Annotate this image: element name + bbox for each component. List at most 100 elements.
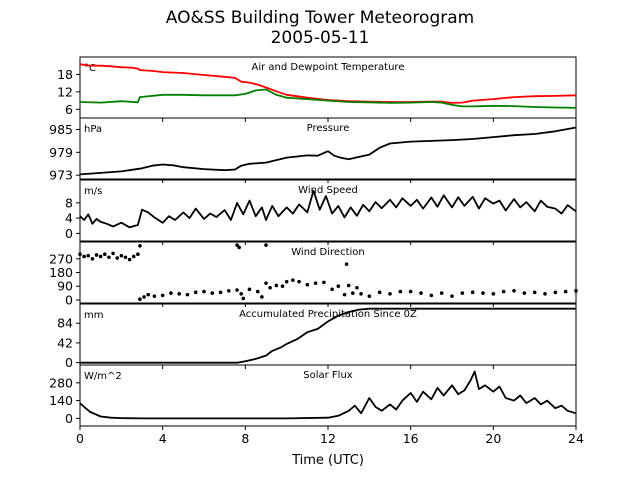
wind-direction-point bbox=[398, 289, 403, 294]
panel-title: Wind Direction bbox=[291, 247, 365, 258]
wind-direction-point bbox=[146, 292, 150, 297]
wind-direction-point bbox=[152, 294, 157, 298]
wind-direction-point bbox=[193, 290, 198, 295]
wind-direction-point bbox=[284, 279, 289, 284]
wind-direction-point bbox=[450, 294, 454, 298]
wind-direction-point bbox=[123, 255, 128, 260]
panel-unit: m/s bbox=[84, 186, 102, 197]
wind-direction-point bbox=[268, 285, 272, 290]
series-line-2-0 bbox=[79, 189, 577, 229]
wind-direction-point bbox=[202, 289, 206, 294]
wind-direction-point bbox=[235, 288, 239, 292]
wind-direction-point bbox=[408, 289, 413, 294]
series-line-5-0 bbox=[79, 370, 577, 420]
x-tick-label: 8 bbox=[241, 431, 249, 446]
wind-direction-point bbox=[346, 283, 351, 288]
wind-direction-point bbox=[136, 252, 140, 256]
y-tick-label: 0 bbox=[65, 411, 73, 426]
x-tick-label: 20 bbox=[485, 431, 501, 446]
wind-direction-point bbox=[235, 243, 239, 247]
wind-direction-point bbox=[367, 294, 372, 298]
wind-direction-point bbox=[355, 285, 359, 290]
y-tick-label: 0 bbox=[65, 292, 73, 307]
wind-direction-point bbox=[532, 290, 537, 295]
wind-direction-point bbox=[127, 257, 132, 262]
wind-direction-point bbox=[239, 292, 243, 296]
wind-direction-point bbox=[501, 289, 506, 294]
wind-direction-point bbox=[227, 289, 231, 293]
wind-direction-point bbox=[142, 295, 146, 299]
wind-direction-point bbox=[138, 297, 142, 301]
x-tick-label: 16 bbox=[403, 431, 419, 446]
wind-direction-point bbox=[82, 254, 86, 259]
wind-direction-point bbox=[98, 254, 103, 259]
y-tick-label: 0 bbox=[65, 355, 73, 370]
panel-title: Air and Dewpoint Temperature bbox=[252, 62, 405, 73]
wind-direction-point bbox=[86, 253, 91, 258]
wind-direction-point bbox=[280, 284, 285, 289]
panel-unit: °C bbox=[84, 63, 96, 74]
series-line-4-0 bbox=[80, 307, 576, 364]
wind-direction-point bbox=[305, 282, 310, 287]
wind-direction-point bbox=[119, 253, 124, 258]
y-tick-label: 140 bbox=[49, 393, 73, 408]
wind-direction-point bbox=[563, 289, 568, 294]
x-tick-label: 4 bbox=[159, 431, 167, 446]
wind-direction-point bbox=[344, 262, 349, 266]
wind-direction-point bbox=[553, 290, 558, 295]
x-tick-label: 12 bbox=[320, 431, 336, 446]
wind-direction-point bbox=[218, 290, 223, 295]
wind-direction-point bbox=[377, 290, 382, 295]
wind-direction-point bbox=[260, 295, 264, 299]
series-line-1-0 bbox=[79, 126, 577, 176]
wind-direction-point bbox=[274, 283, 279, 288]
panel-title: Solar Flux bbox=[303, 370, 353, 381]
wind-direction-point bbox=[115, 256, 119, 260]
wind-direction-point bbox=[103, 252, 107, 256]
panel-title: Wind Speed bbox=[298, 185, 358, 196]
y-tick-label: 8 bbox=[65, 195, 73, 210]
figure-subtitle-date: 2005-05-11 bbox=[270, 28, 370, 48]
x-tick-label: 0 bbox=[76, 431, 84, 446]
wind-direction-point bbox=[78, 252, 82, 256]
wind-direction-point bbox=[322, 280, 326, 285]
wind-direction-point bbox=[255, 289, 260, 294]
wind-direction-point bbox=[241, 296, 246, 301]
y-tick-label: 0 bbox=[65, 226, 73, 241]
y-tick-label: 4 bbox=[65, 211, 73, 226]
wind-direction-point bbox=[90, 256, 95, 261]
wind-direction-point bbox=[185, 292, 190, 297]
y-tick-label: 18 bbox=[57, 67, 73, 82]
wind-direction-point bbox=[138, 244, 142, 248]
y-tick-label: 6 bbox=[65, 102, 73, 117]
series-line-0-1 bbox=[79, 88, 577, 109]
wind-direction-point bbox=[291, 278, 295, 282]
wind-direction-point bbox=[264, 281, 268, 285]
x-tick-label: 24 bbox=[568, 431, 584, 446]
wind-direction-point bbox=[543, 292, 547, 296]
wind-direction-point bbox=[330, 287, 334, 292]
wind-direction-point bbox=[94, 253, 99, 257]
wind-direction-point bbox=[169, 291, 173, 295]
wind-direction-point bbox=[522, 291, 527, 295]
wind-direction-point bbox=[512, 289, 516, 293]
wind-direction-point bbox=[177, 292, 181, 296]
wind-direction-point bbox=[574, 289, 578, 293]
y-tick-label: 985 bbox=[49, 122, 73, 137]
panel-unit: W/m^2 bbox=[84, 371, 122, 382]
wind-direction-point bbox=[160, 293, 165, 298]
series-line-0-0 bbox=[79, 63, 577, 104]
wind-direction-point bbox=[439, 291, 444, 295]
x-axis-label: Time (UTC) bbox=[292, 453, 364, 468]
wind-direction-point bbox=[429, 293, 434, 298]
figure-title: AO&SS Building Tower Meteorogram bbox=[165, 8, 475, 28]
y-tick-label: 90 bbox=[57, 279, 73, 294]
wind-direction-point bbox=[131, 254, 136, 259]
y-tick-label: 42 bbox=[57, 335, 73, 350]
panel-unit: hPa bbox=[84, 124, 102, 135]
wind-direction-point bbox=[210, 291, 215, 295]
wind-direction-point bbox=[359, 292, 363, 296]
y-tick-label: 979 bbox=[49, 145, 73, 160]
wind-direction-point bbox=[491, 292, 496, 296]
